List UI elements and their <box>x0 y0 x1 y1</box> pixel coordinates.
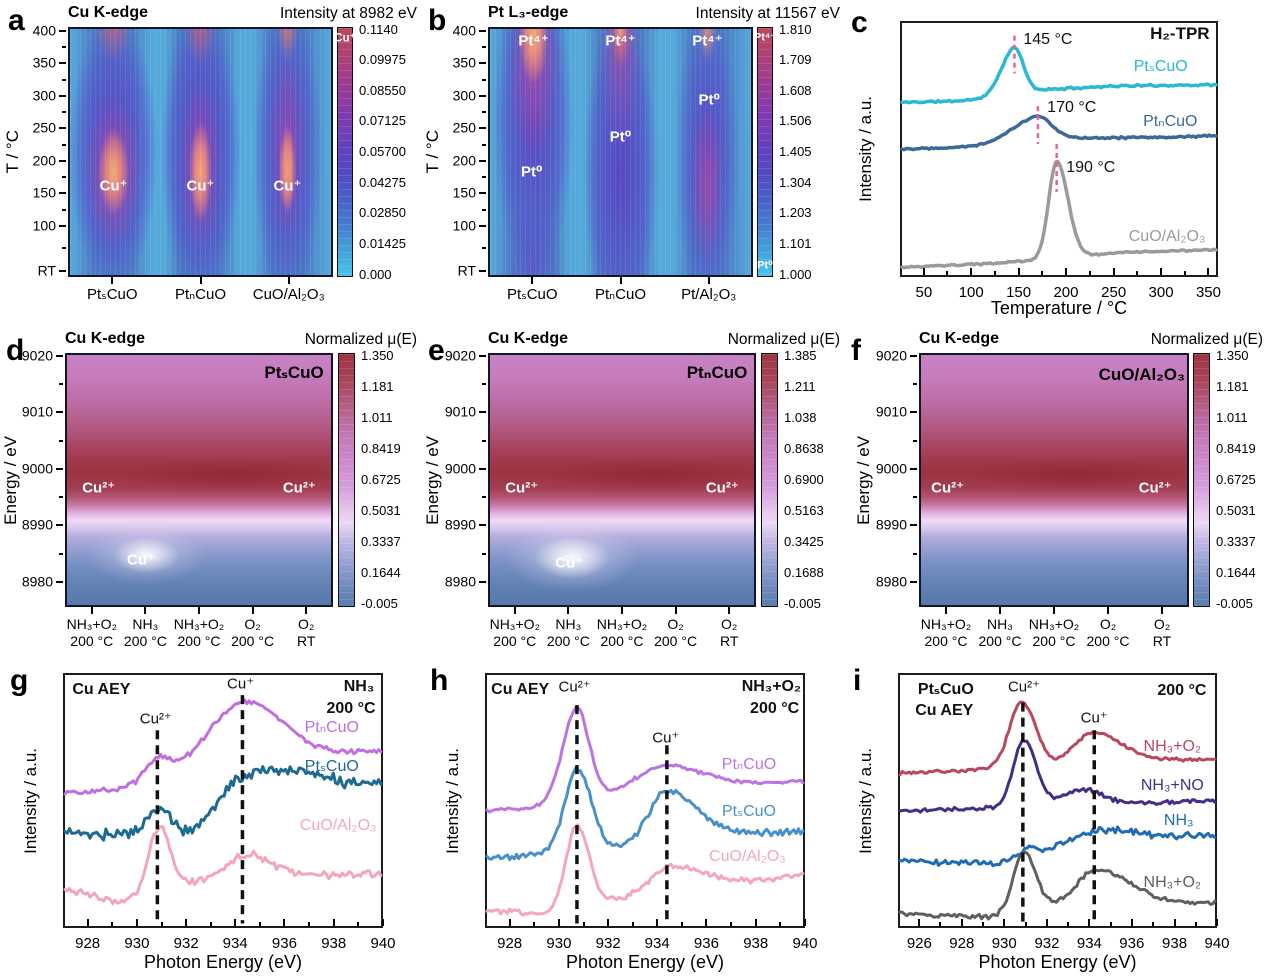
panel-letter: c <box>851 6 868 39</box>
aey-curves <box>63 695 383 924</box>
curve-PtₛCuO <box>63 765 383 842</box>
curve-PtₛCuO <box>900 45 1218 105</box>
panel-a: a Cu K-edge Intensity at 8982 eV T / °C … <box>0 0 422 320</box>
colorbar-title: Normalized μ(E) <box>304 331 417 348</box>
x-axis-title: Photon Energy (eV) <box>143 952 303 972</box>
aey-chart-nh3 <box>63 673 383 928</box>
aey-curves <box>898 700 1217 924</box>
heatmap-a: Cu⁺ Cu⁺ Cu⁺ <box>68 27 333 277</box>
panel-letter: g <box>10 664 29 697</box>
panel-e: e Cu K-edge Normalized μ(E) Energy / eV … <box>422 320 845 660</box>
y-axis-title: Intensity / a.u. <box>443 747 462 854</box>
panel-letter: i <box>853 664 862 697</box>
curve-PtₛCuO <box>485 766 805 862</box>
panel-c: c Intensity / a.u. H₂-TPR 145 °C 170 °C 190… <box>845 0 1268 320</box>
curve-CuO/Al₂O₃ <box>485 823 805 917</box>
curve-NH₃+NO <box>898 738 1217 814</box>
panel-f: f Cu K-edge Normalized μ(E) Energy / eV … <box>845 320 1268 660</box>
colorbar <box>761 353 778 607</box>
panel-b: b Pt L₃-edge Intensity at 11567 eV T / °… <box>422 0 845 320</box>
colorbar <box>1193 353 1210 607</box>
panel-letter: e <box>428 334 445 367</box>
curve-NH₃ <box>898 825 1217 868</box>
aey-chart-nh3-o2 <box>485 673 805 928</box>
colorbar-title: Normalized μ(E) <box>1150 331 1263 348</box>
curve-NH₃+O₂ <box>898 850 1217 921</box>
panel-title: Cu K-edge <box>65 330 145 347</box>
panel-letter: h <box>430 664 449 697</box>
tpr-chart <box>900 21 1218 277</box>
y-axis-title: Energy / eV <box>854 435 873 525</box>
y-axis-title: Intensity / a.u. <box>856 747 875 854</box>
curve-PtₙCuO <box>900 114 1218 152</box>
aey-curves <box>485 705 805 924</box>
curve-NH₃+O₂ <box>898 700 1217 777</box>
y-axis-title: T / °C <box>423 130 442 174</box>
y-axis-title: T / °C <box>3 130 22 174</box>
y-axis-title: Energy / eV <box>423 435 442 525</box>
y-axis-title: Intensity / a.u. <box>856 96 875 202</box>
panel-letter: d <box>6 334 25 367</box>
colorbar: Cu⁺ <box>334 27 356 277</box>
panel-h: h Intensity / a.u. Cu AEY NH₃+O₂ 200 °C Cu²… <box>422 660 845 979</box>
colorbar <box>338 353 355 607</box>
colorbar-title: Normalized μ(E) <box>727 331 840 348</box>
x-axis-title: Temperature / °C <box>990 298 1128 318</box>
panel-title: Cu K-edge <box>488 330 568 347</box>
heatmap-e: PtₙCuO Cu²⁺ Cu²⁺ Cu⁺ <box>488 353 756 607</box>
curve-CuO/Al₂O₃ <box>63 825 383 906</box>
panel-letter: b <box>428 4 447 37</box>
panel-title: Pt L₃-edge <box>488 4 569 21</box>
aey-chart-ptscuo <box>898 673 1217 928</box>
curve-CuO/Al₂O₃ <box>900 159 1218 270</box>
y-axis-title: Intensity / a.u. <box>21 747 40 854</box>
panel-g: g Intensity / a.u. Cu AEY NH₃ 200 °C Cu²⁺ Cu… <box>0 660 422 979</box>
panel-letter: a <box>8 4 25 37</box>
curve-PtₙCuO <box>63 698 383 796</box>
heatmap-d: PtₛCuO Cu²⁺ Cu²⁺ Cu⁺ <box>65 353 333 607</box>
panel-letter: f <box>851 334 861 367</box>
panel-d: d Cu K-edge Normalized μ(E) Energy / eV … <box>0 320 422 660</box>
heatmap-b: Pt⁴⁺ Pt⁴⁺ Pt⁴⁺ Pt⁰ Pt⁰ Pt⁰ <box>488 27 753 277</box>
colorbar-title: Intensity at 11567 eV <box>695 5 840 22</box>
panel-i: i Intensity / a.u. PtₛCuO Cu AEY 200 °C Cu²… <box>845 660 1268 979</box>
heatmap-f: CuO/Al₂O₃ Cu²⁺ Cu²⁺ <box>919 353 1189 607</box>
colorbar-title: Intensity at 8982 eV <box>279 5 417 22</box>
y-axis-title: Energy / eV <box>1 435 20 525</box>
x-axis-title: Photon Energy (eV) <box>978 952 1137 972</box>
x-axis-title: Photon Energy (eV) <box>565 952 725 972</box>
panel-title: Cu K-edge <box>919 330 999 347</box>
colorbar: Pt⁴⁺ Pt⁰ <box>754 27 776 277</box>
tpr-curves <box>900 35 1218 270</box>
curve-PtₙCuO <box>485 705 805 814</box>
panel-title: Cu K-edge <box>68 4 148 21</box>
